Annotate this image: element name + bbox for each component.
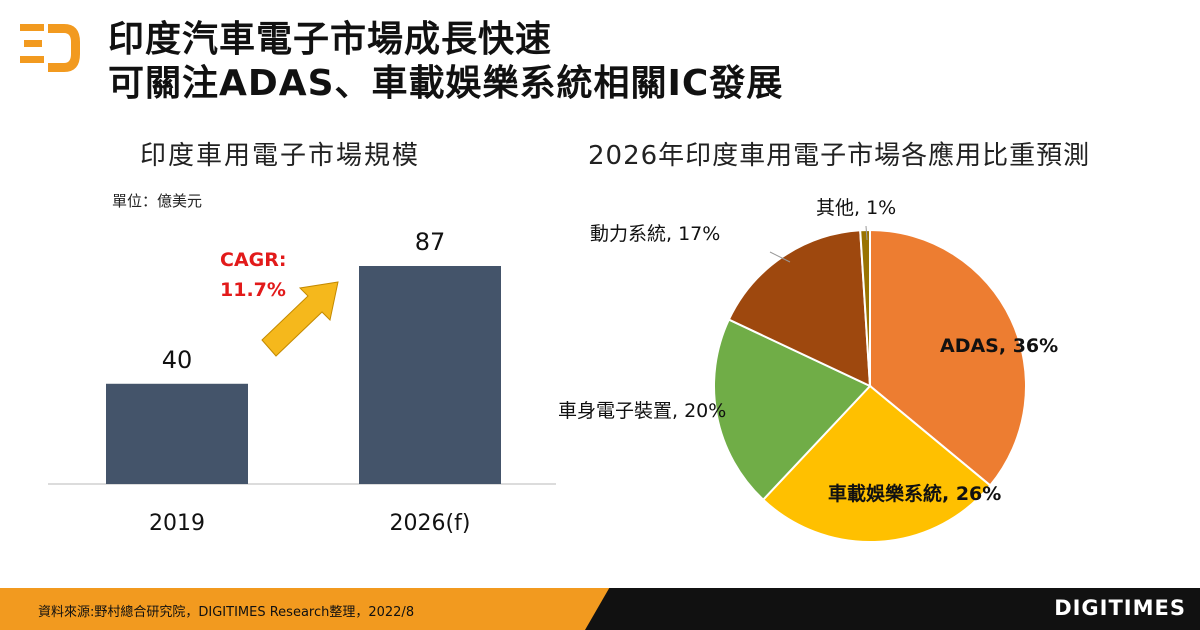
leader-line-other (865, 225, 868, 241)
footer-source: 資料來源:野村總合研究院，DIGITIMES Research整理，2022/8 (38, 605, 415, 620)
bar-chart: 40 2019 87 2026(f) CAGR: 11.7% (48, 228, 556, 536)
leader-line-powertrain (769, 251, 791, 263)
pie-slice-label: 其他, 1% (816, 197, 896, 219)
bar-chart-unit: 單位：億美元 (112, 192, 203, 210)
bar-value-label: 87 (415, 228, 446, 256)
pie-slice-label: 動力系統, 17% (590, 223, 720, 245)
page-title: 印度汽車電子市場成長快速 可關注ADAS、車載娛樂系統相關IC發展 (108, 18, 783, 106)
bar-category-label: 2019 (149, 511, 205, 536)
bar-2019 (106, 383, 248, 484)
footer-brand-logo: DIGITIMES (1054, 596, 1186, 620)
cagr-value: 11.7% (220, 279, 286, 301)
pie-slice (859, 228, 871, 387)
pie-slice-label: 車載娛樂系統, 26% (828, 482, 1001, 505)
footer-orange-band (0, 588, 610, 630)
pie-slice (869, 228, 1027, 487)
title-line-2: 可關注ADAS、車載娛樂系統相關IC發展 (108, 63, 784, 104)
growth-arrow-icon (261, 281, 339, 357)
pie-slice-label: 車身電子裝置, 20% (558, 400, 726, 422)
pie-chart-title: 2026年印度車用電子市場各應用比重預測 (588, 141, 1091, 171)
pie-slice (761, 384, 992, 543)
pie-slice (727, 229, 872, 388)
pie-slice-label: ADAS, 36% (940, 335, 1058, 357)
pie-chart: ADAS, 36% 車載娛樂系統, 26% 車身電子裝置, 20% 動力系統, 17%… (558, 197, 1058, 543)
bar-value-label: 40 (162, 346, 193, 374)
cagr-label: CAGR: (220, 249, 286, 271)
bar-category-label: 2026(f) (390, 511, 471, 536)
bar-chart-title: 印度車用電子市場規模 (140, 141, 421, 171)
pie-slice (713, 318, 872, 502)
digitimes-d-logo-icon (20, 24, 80, 72)
title-line-1: 印度汽車電子市場成長快速 (108, 19, 553, 60)
bar-2026(f) (359, 266, 501, 484)
